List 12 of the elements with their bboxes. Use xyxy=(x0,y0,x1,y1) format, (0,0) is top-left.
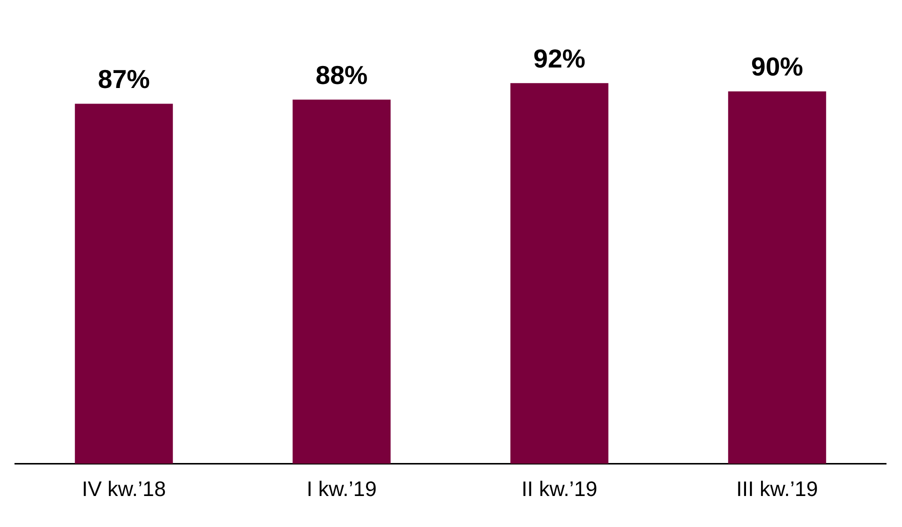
bar xyxy=(510,83,608,464)
x-tick-label: I kw.’19 xyxy=(306,478,377,502)
data-label: 88% xyxy=(316,60,368,90)
x-tick-label: IV kw.’18 xyxy=(82,478,166,502)
bar xyxy=(74,104,173,464)
data-label: 90% xyxy=(751,52,804,82)
x-tick-label: II kw.’19 xyxy=(521,478,598,502)
bar xyxy=(292,100,391,464)
data-label: 87% xyxy=(98,64,150,94)
bar xyxy=(728,91,826,464)
x-tick-label: III kw.’19 xyxy=(736,478,818,502)
data-label: 92% xyxy=(533,43,586,74)
